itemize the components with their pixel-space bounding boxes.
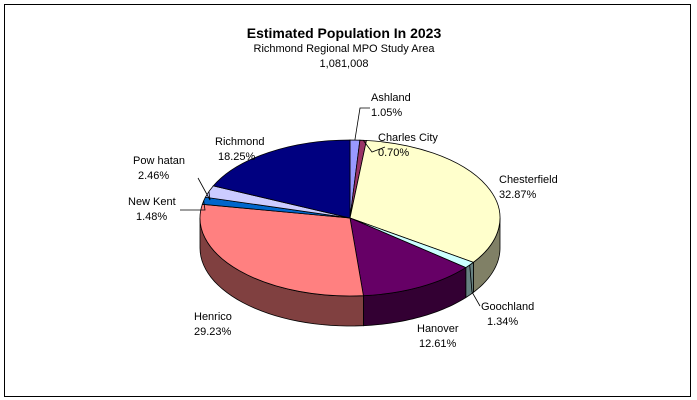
leader-line-charles-city [362, 140, 386, 153]
label-henrico-name: Henrico [194, 311, 232, 323]
label-powhatan-pct: 2.46% [138, 170, 169, 182]
label-goochland-pct: 1.34% [487, 316, 518, 328]
label-chesterfield-name: Chesterfield [499, 174, 558, 186]
label-charles-city-pct: 0.70% [378, 147, 409, 159]
leader-lines [180, 107, 481, 307]
label-hanover-name: Hanover [417, 323, 459, 335]
label-goochland-name: Goochland [481, 301, 534, 313]
chart-total: 1,081,008 [320, 58, 369, 70]
label-richmond-pct: 18.25% [218, 151, 256, 163]
pie-slice-hanover [349, 217, 467, 297]
pie-slice-henrico [199, 203, 364, 297]
label-powhatan-name: Pow hatan [133, 155, 185, 167]
chart-title: Estimated Population In 2023 [247, 25, 442, 41]
label-ashland-pct: 1.05% [371, 107, 402, 119]
label-new-kent-name: New Kent [128, 196, 176, 208]
pie-tops [199, 139, 501, 297]
label-charles-city-name: Charles City [378, 132, 438, 144]
leader-line-new-kent [180, 200, 206, 211]
pie-slice-richmond [212, 139, 351, 219]
chart-subtitle: Richmond Regional MPO Study Area [254, 43, 436, 55]
label-richmond-name: Richmond [215, 136, 265, 148]
leader-line-pow-hatan [197, 177, 211, 201]
pie-slice-chesterfield [349, 140, 501, 263]
label-ashland-name: Ashland [371, 92, 411, 104]
label-new-kent-pct: 1.48% [136, 211, 167, 223]
label-hanover-pct: 12.61% [419, 338, 457, 350]
leader-line-ashland [354, 107, 370, 141]
label-chesterfield-pct: 32.87% [499, 189, 537, 201]
leader-line-goochland [469, 264, 481, 307]
label-henrico-pct: 29.23% [194, 326, 232, 338]
